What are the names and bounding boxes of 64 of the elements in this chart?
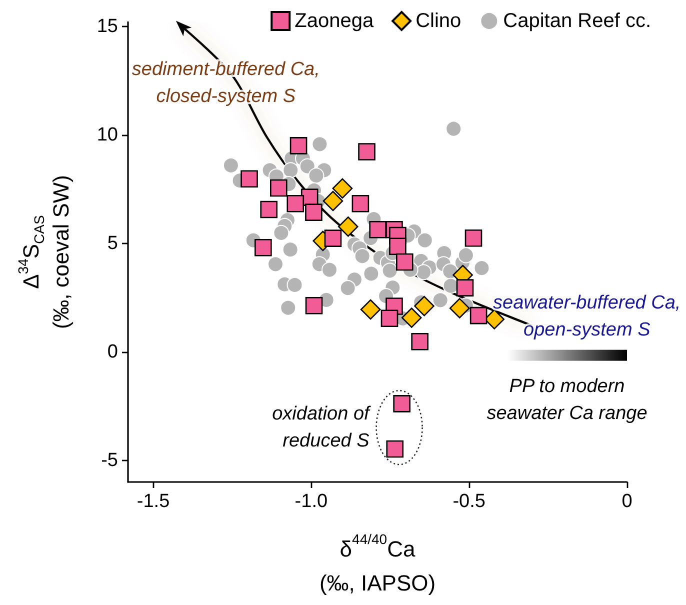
point — [305, 204, 322, 221]
point — [290, 137, 308, 154]
point — [308, 168, 324, 184]
annotation: oxidation of reduced S — [272, 404, 372, 452]
point — [386, 440, 404, 458]
point — [260, 200, 278, 218]
point — [340, 280, 356, 296]
y-tick-label: 5 — [107, 232, 118, 254]
y-tick-label: -5 — [101, 450, 118, 471]
annotation: PP to modern seawater Ca range — [486, 376, 648, 424]
point — [324, 230, 342, 247]
point — [470, 306, 488, 324]
point — [240, 170, 258, 188]
point — [352, 194, 370, 212]
point — [282, 242, 298, 258]
point — [416, 264, 432, 280]
point — [474, 260, 490, 276]
point — [254, 239, 272, 256]
point — [380, 310, 398, 328]
point — [273, 224, 290, 241]
annotation: seawater-buffered Ca, open-system S — [493, 292, 681, 341]
point — [369, 221, 386, 238]
point — [354, 248, 370, 264]
point — [458, 247, 474, 264]
x-tick-label: -1.0 — [294, 491, 328, 512]
point — [363, 266, 380, 282]
point — [382, 262, 398, 279]
point — [305, 296, 323, 314]
point — [270, 179, 288, 197]
point — [414, 296, 434, 316]
point — [222, 157, 239, 174]
point — [332, 178, 353, 199]
point — [286, 194, 304, 212]
y-tick-label: 15 — [96, 16, 118, 37]
point — [299, 158, 316, 174]
point — [280, 300, 296, 316]
point — [360, 299, 381, 320]
point — [322, 190, 344, 212]
point — [358, 143, 376, 160]
legend-label: Capitan Reef cc. — [503, 10, 652, 32]
point — [312, 136, 328, 152]
point — [282, 162, 299, 178]
point — [393, 395, 410, 412]
point — [446, 120, 462, 137]
x-tick-label: 0 — [622, 491, 632, 512]
x-tick-label: -0.5 — [452, 491, 486, 512]
point — [401, 308, 422, 328]
legend-label: Zaonega — [294, 10, 374, 32]
point — [416, 232, 433, 248]
point — [389, 238, 406, 256]
y-tick-label: 0 — [107, 341, 118, 362]
legend-label: Clino — [416, 10, 462, 32]
point — [338, 216, 358, 237]
point — [322, 262, 338, 278]
point — [396, 253, 414, 271]
point — [456, 279, 474, 296]
x-tick-label: -1.5 — [136, 491, 170, 512]
point — [411, 332, 428, 350]
point — [449, 298, 470, 318]
point — [268, 256, 284, 272]
y-tick-label: 10 — [96, 124, 118, 146]
point — [286, 276, 303, 293]
point — [432, 292, 448, 308]
point — [464, 229, 482, 247]
